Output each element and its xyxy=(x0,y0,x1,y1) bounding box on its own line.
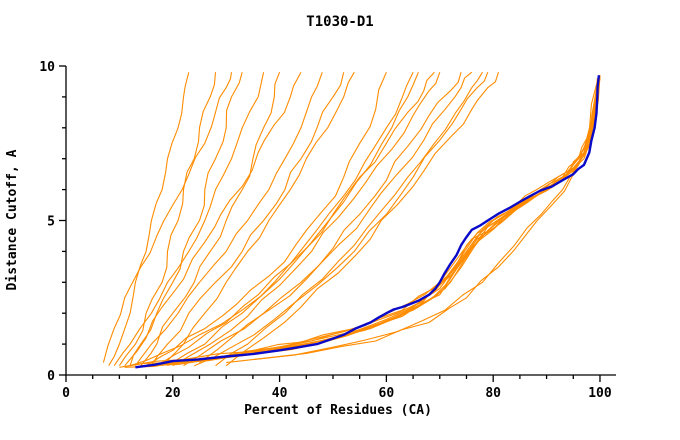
x-tick-label: 100 xyxy=(588,386,612,401)
model-curve xyxy=(161,71,355,367)
model-curve xyxy=(225,72,500,367)
x-tick-label: 0 xyxy=(62,386,70,401)
model-curve xyxy=(113,72,265,367)
y-axis-label: Distance Cutoff, A xyxy=(5,149,20,290)
model-curve xyxy=(156,75,600,367)
y-tick-label: 10 xyxy=(39,60,55,75)
x-tick-label: 80 xyxy=(485,386,501,401)
model-curve xyxy=(252,87,598,361)
model-curve xyxy=(167,71,435,367)
chart-title: T1030-D1 xyxy=(306,14,373,30)
y-tick-label: 0 xyxy=(47,369,55,384)
model-curve xyxy=(226,78,598,364)
model-curve xyxy=(134,72,323,367)
x-axis-label: Percent of Residues (CA) xyxy=(244,403,432,418)
model-curve xyxy=(183,72,462,367)
y-tick-label: 5 xyxy=(47,215,55,230)
model-curve xyxy=(150,72,345,366)
series-lines xyxy=(102,71,601,369)
model-curve xyxy=(129,72,243,366)
model-curve xyxy=(124,71,302,367)
model-curve xyxy=(156,71,414,367)
model-curve xyxy=(145,71,387,367)
x-tick-label: 40 xyxy=(272,386,288,401)
x-tick-label: 60 xyxy=(379,386,395,401)
model-curve xyxy=(108,72,190,366)
x-tick-label: 20 xyxy=(165,386,181,401)
model-curve xyxy=(172,72,441,367)
model-curve xyxy=(140,71,281,367)
model-curve xyxy=(215,71,483,367)
model-curve xyxy=(102,72,233,363)
highlight-curve xyxy=(135,75,601,369)
model-curve xyxy=(199,71,473,364)
model-curve xyxy=(130,75,601,367)
model-curve xyxy=(193,71,489,367)
axes: 0 20 40 60 80 100 0 5 10 xyxy=(39,60,616,401)
model-curve xyxy=(118,72,217,367)
